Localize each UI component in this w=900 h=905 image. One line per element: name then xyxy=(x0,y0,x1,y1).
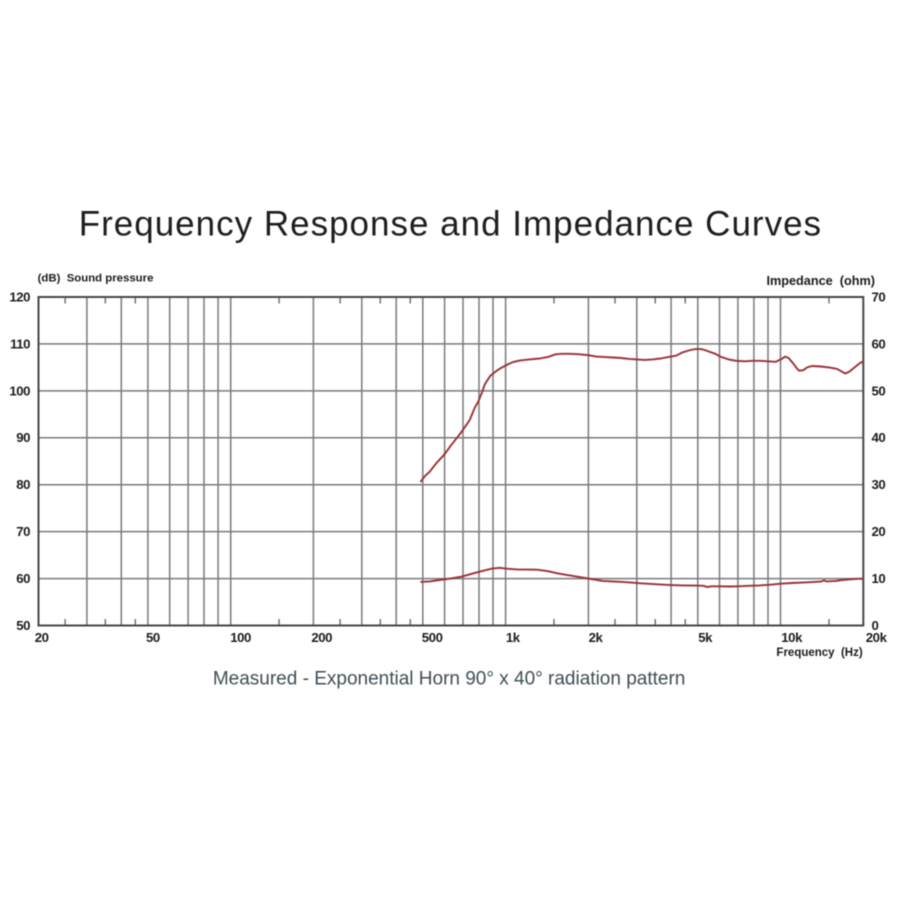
svg-text:200: 200 xyxy=(311,630,332,645)
svg-text:60: 60 xyxy=(16,571,30,586)
svg-text:10k: 10k xyxy=(781,630,803,645)
svg-text:60: 60 xyxy=(872,336,886,351)
svg-text:Frequency (Hz): Frequency (Hz) xyxy=(776,647,862,659)
svg-text:70: 70 xyxy=(872,289,886,304)
svg-text:50: 50 xyxy=(872,383,886,398)
svg-text:Measured - Exponential Horn 90: Measured - Exponential Horn 90° x 40° ra… xyxy=(213,668,686,689)
svg-text:1k: 1k xyxy=(506,630,521,645)
svg-text:20k: 20k xyxy=(866,630,888,645)
svg-text:(dB) Sound pressure: (dB) Sound pressure xyxy=(38,273,154,285)
svg-text:70: 70 xyxy=(16,524,30,539)
svg-text:2k: 2k xyxy=(589,630,604,645)
svg-text:Frequency Response and Impedan: Frequency Response and Impedance Curves xyxy=(79,205,822,244)
svg-text:120: 120 xyxy=(9,289,30,304)
svg-text:100: 100 xyxy=(230,630,251,645)
svg-text:20: 20 xyxy=(35,630,49,645)
svg-text:80: 80 xyxy=(16,477,30,492)
svg-text:110: 110 xyxy=(10,336,30,351)
svg-text:50: 50 xyxy=(16,618,30,633)
svg-text:30: 30 xyxy=(872,477,886,492)
svg-text:100: 100 xyxy=(9,383,30,398)
svg-text:40: 40 xyxy=(872,430,886,445)
svg-text:20: 20 xyxy=(872,524,886,539)
svg-text:Impedance (ohm): Impedance (ohm) xyxy=(766,274,875,288)
svg-text:500: 500 xyxy=(422,630,443,645)
svg-text:90: 90 xyxy=(16,430,30,445)
svg-text:50: 50 xyxy=(146,630,160,645)
svg-text:0: 0 xyxy=(872,618,879,633)
svg-text:5k: 5k xyxy=(698,630,713,645)
svg-text:10: 10 xyxy=(872,571,886,586)
